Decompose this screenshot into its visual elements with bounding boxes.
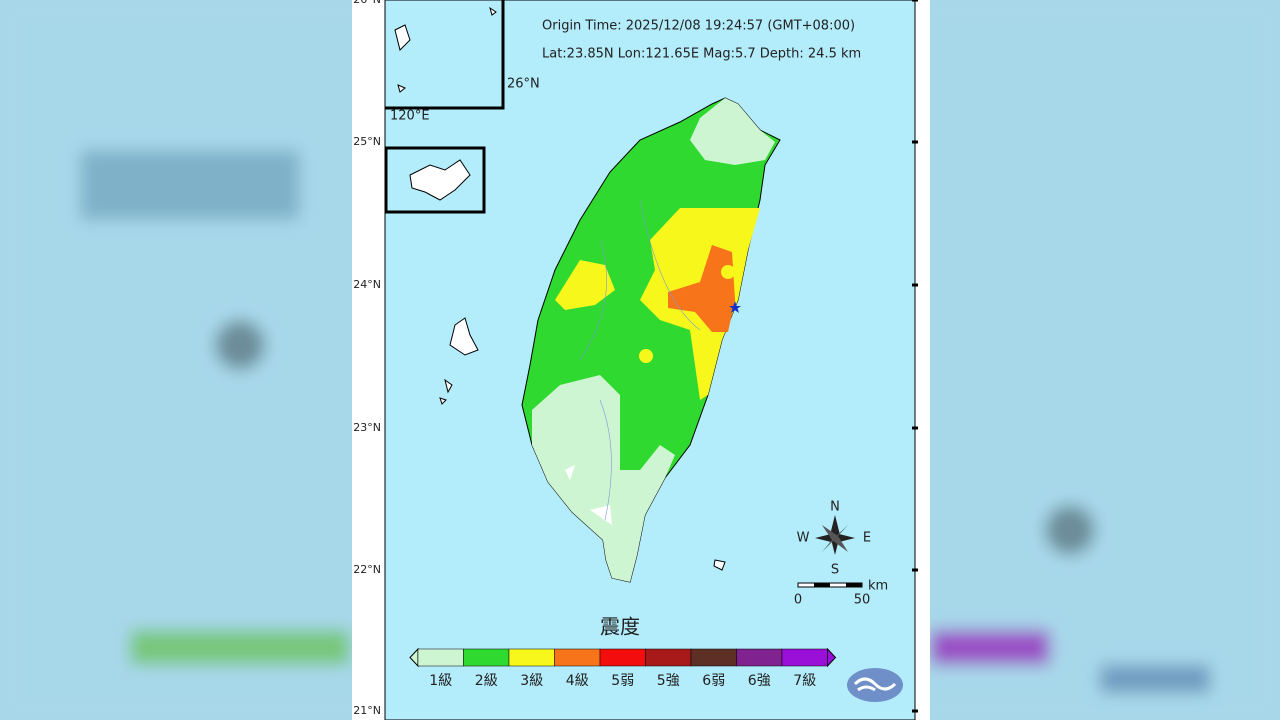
intensity-zone (565, 465, 612, 525)
latitude-label: 24°N (353, 278, 381, 291)
inset-frame (384, 146, 486, 214)
rivers (579, 199, 701, 521)
compass-s: S (831, 563, 839, 578)
legend-swatch (599, 648, 646, 667)
legend-label: 7級 (793, 673, 816, 689)
intensity-zone (639, 349, 653, 363)
latitude-label: 25°N (353, 135, 381, 148)
legend-swatch (645, 648, 692, 667)
legend-swatch (508, 648, 555, 667)
origin-time: Origin Time: 2025/12/08 19:24:57 (GMT+08… (542, 19, 855, 34)
intensity-zone (532, 375, 675, 582)
legend-swatch (554, 648, 601, 667)
compass-w: W (797, 531, 810, 546)
legend-label: 1級 (429, 673, 452, 689)
agency-logo (847, 668, 903, 702)
intensity-zone (721, 265, 735, 279)
epicenter (729, 301, 741, 313)
legend-label: 2級 (475, 673, 498, 689)
intensity-zone (668, 245, 735, 332)
intensity-zone (690, 98, 775, 165)
scale-unit: km (868, 579, 888, 594)
legend-label: 5強 (657, 673, 680, 689)
inset-frame (385, 0, 505, 110)
latitude-labels: 26°N 25°N 24°N 23°N 22°N 21°N (353, 0, 918, 717)
taiwan-intensity-map (521, 97, 781, 583)
legend-label: 4級 (566, 673, 589, 689)
intensity-zone (555, 260, 615, 310)
scale-start: 0 (794, 593, 802, 608)
legend-swatch (736, 648, 783, 667)
latitude-label: 26°N (353, 0, 381, 6)
legend-swatch (463, 648, 510, 667)
compass-rose (815, 515, 855, 555)
inset-lon-label: 120°E (390, 109, 430, 124)
legend-label: 3級 (520, 673, 543, 689)
legend-label: 5弱 (611, 673, 634, 689)
latitude-label: 21°N (353, 704, 381, 717)
legend-label: 6弱 (702, 673, 725, 689)
legend: 1級 2級 3級 4級 5弱 5強 6弱 6強 7級 (409, 647, 837, 689)
compass-e: E (863, 531, 871, 546)
islands (394, 6, 497, 93)
event-location: Lat:23.85N Lon:121.65E Mag:5.7 Depth: 24… (542, 47, 861, 62)
legend-title: 震度 (600, 615, 640, 639)
legend-swatch (690, 648, 737, 667)
scale-end: 50 (854, 593, 871, 608)
penghu-island (409, 159, 471, 201)
legend-swatch (781, 648, 828, 667)
latitude-label: 22°N (353, 563, 381, 576)
islands (439, 317, 726, 571)
latitude-label: 23°N (353, 421, 381, 434)
legend-label: 6強 (748, 673, 771, 689)
legend-swatch (417, 648, 464, 667)
compass-n: N (830, 500, 840, 515)
scale-bar (797, 582, 863, 588)
inset-lat-label: 26°N (507, 77, 540, 92)
